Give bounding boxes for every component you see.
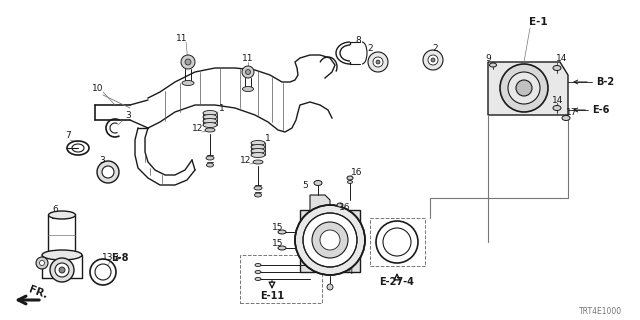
Ellipse shape [278,230,286,234]
Text: 16: 16 [351,167,363,177]
Polygon shape [488,62,568,115]
Ellipse shape [251,148,265,154]
Text: 8: 8 [355,36,361,44]
Ellipse shape [251,153,265,157]
Circle shape [320,230,340,250]
Circle shape [97,161,119,183]
Text: 11: 11 [176,34,188,43]
Ellipse shape [49,211,76,219]
Ellipse shape [278,246,286,250]
Circle shape [181,55,195,69]
Text: 17: 17 [566,108,578,116]
Text: 16: 16 [339,204,351,212]
Ellipse shape [348,180,353,183]
Circle shape [185,59,191,65]
Circle shape [428,55,438,65]
Ellipse shape [243,86,253,92]
Ellipse shape [255,193,262,197]
Polygon shape [310,195,330,215]
Ellipse shape [206,156,214,160]
Ellipse shape [562,116,570,121]
Circle shape [312,222,348,258]
Ellipse shape [347,176,353,180]
Circle shape [36,257,48,269]
Circle shape [508,72,540,104]
Text: TRT4E1000: TRT4E1000 [579,308,622,316]
Circle shape [246,69,250,75]
Circle shape [59,267,65,273]
Circle shape [55,263,69,277]
Text: 9: 9 [485,53,491,62]
Ellipse shape [205,128,215,132]
Circle shape [303,213,357,267]
Ellipse shape [254,186,262,190]
Circle shape [383,228,411,256]
Bar [370,218,425,266]
Ellipse shape [255,263,261,267]
Ellipse shape [251,140,265,146]
Text: 13: 13 [102,253,114,262]
Text: E-6: E-6 [592,105,609,115]
Text: 10: 10 [92,84,104,92]
Ellipse shape [490,63,497,67]
Text: 14: 14 [556,53,568,62]
Text: 2: 2 [432,44,438,52]
Text: 11: 11 [243,53,253,62]
Ellipse shape [251,145,265,149]
Ellipse shape [253,160,263,164]
Ellipse shape [553,66,561,70]
Text: 3: 3 [125,110,131,119]
Ellipse shape [49,251,76,259]
Ellipse shape [182,81,194,85]
Ellipse shape [42,250,82,260]
Ellipse shape [553,106,561,110]
Text: 3: 3 [99,156,105,164]
Text: E-27-4: E-27-4 [380,277,415,287]
Text: 12: 12 [192,124,204,132]
Circle shape [431,58,435,62]
Circle shape [95,264,111,280]
Text: 1: 1 [219,103,225,113]
Circle shape [423,50,443,70]
Text: E-1: E-1 [529,17,547,27]
Text: 14: 14 [552,95,564,105]
Ellipse shape [203,123,217,127]
Circle shape [295,205,365,275]
Ellipse shape [203,118,217,124]
Text: 7: 7 [65,131,71,140]
Text: 6: 6 [52,205,58,214]
Text: 4: 4 [347,268,353,276]
Text: 2: 2 [367,44,373,52]
Bar [300,210,360,272]
Ellipse shape [337,203,343,207]
Text: 5: 5 [302,180,308,189]
Text: 15: 15 [272,223,284,233]
Circle shape [40,260,45,266]
Circle shape [242,66,254,78]
Circle shape [368,52,388,72]
Circle shape [102,166,114,178]
Text: E-11: E-11 [260,291,284,301]
Circle shape [373,57,383,67]
Text: 1: 1 [265,133,271,142]
Text: B-2: B-2 [596,77,614,87]
Ellipse shape [255,270,261,274]
Ellipse shape [314,180,322,186]
Text: FR.: FR. [27,284,49,300]
Circle shape [376,60,380,64]
Ellipse shape [203,115,217,119]
Text: 15: 15 [272,239,284,249]
Bar [240,255,322,303]
Ellipse shape [203,110,217,116]
Circle shape [500,64,548,112]
Text: 12: 12 [240,156,252,164]
Text: E-8: E-8 [111,253,129,263]
Ellipse shape [255,277,261,281]
Circle shape [516,80,532,96]
Ellipse shape [207,163,214,167]
Circle shape [327,284,333,290]
Circle shape [50,258,74,282]
